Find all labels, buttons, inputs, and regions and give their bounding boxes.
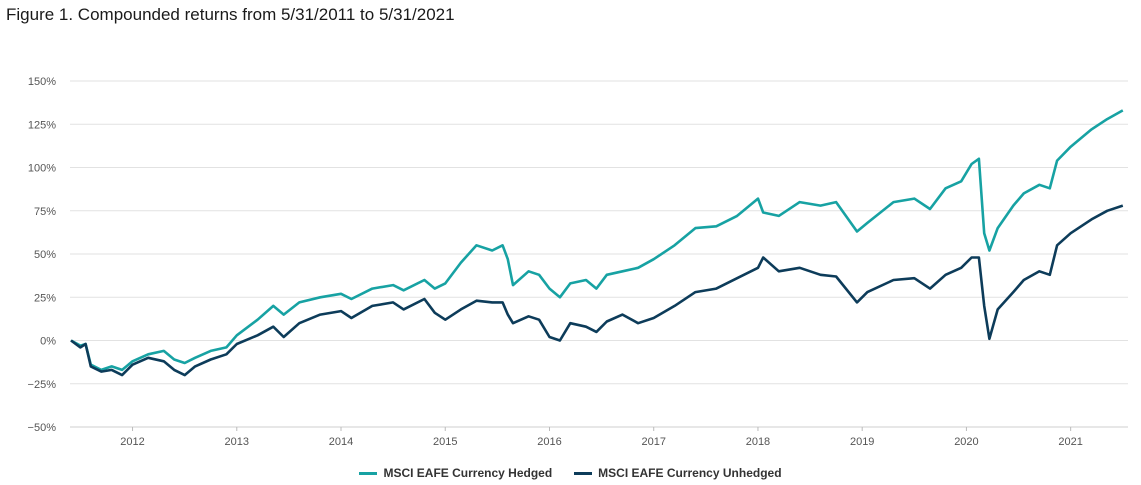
legend-swatch-hedged [359,471,378,475]
series-line-hedged [70,109,1124,372]
x-tick-label: 2015 [433,436,457,448]
y-tick-label: −50% [28,422,57,434]
y-tick-label: 75% [34,206,56,218]
x-tick-label: 2020 [954,436,978,448]
y-tick-label: 25% [34,292,56,304]
y-tick-label: 50% [34,249,56,261]
y-tick-label: 125% [28,119,56,131]
series-line-unhedged [70,204,1124,377]
chart-legend: MSCI EAFE Currency Hedged MSCI EAFE Curr… [0,466,1141,480]
chart-title: Figure 1. Compounded returns from 5/31/2… [6,5,455,24]
x-tick-label: 2019 [850,436,874,448]
x-tick-label: 2014 [329,436,353,448]
y-tick-label: −25% [28,379,57,391]
x-tick-label: 2018 [746,436,770,448]
legend-item-hedged: MSCI EAFE Currency Hedged [359,466,552,480]
y-tick-label: 150% [28,76,56,88]
legend-label-hedged: MSCI EAFE Currency Hedged [383,466,553,480]
y-tick-label: 100% [28,163,56,175]
x-tick-label: 2016 [537,436,561,448]
x-tick-label: 2012 [120,436,144,448]
legend-swatch-unhedged [574,471,593,475]
legend-label-unhedged: MSCI EAFE Currency Unhedged [598,466,782,480]
legend-item-unhedged: MSCI EAFE Currency Unhedged [574,466,782,480]
x-tick-label: 2021 [1058,436,1082,448]
x-tick-label: 2013 [225,436,249,448]
y-tick-label: 0% [40,336,56,348]
x-tick-label: 2017 [641,436,665,448]
line-chart: −50% −25% 0% 25% 50% 75% 100% 125% 150% 2012 2013 2… [28,76,1128,448]
